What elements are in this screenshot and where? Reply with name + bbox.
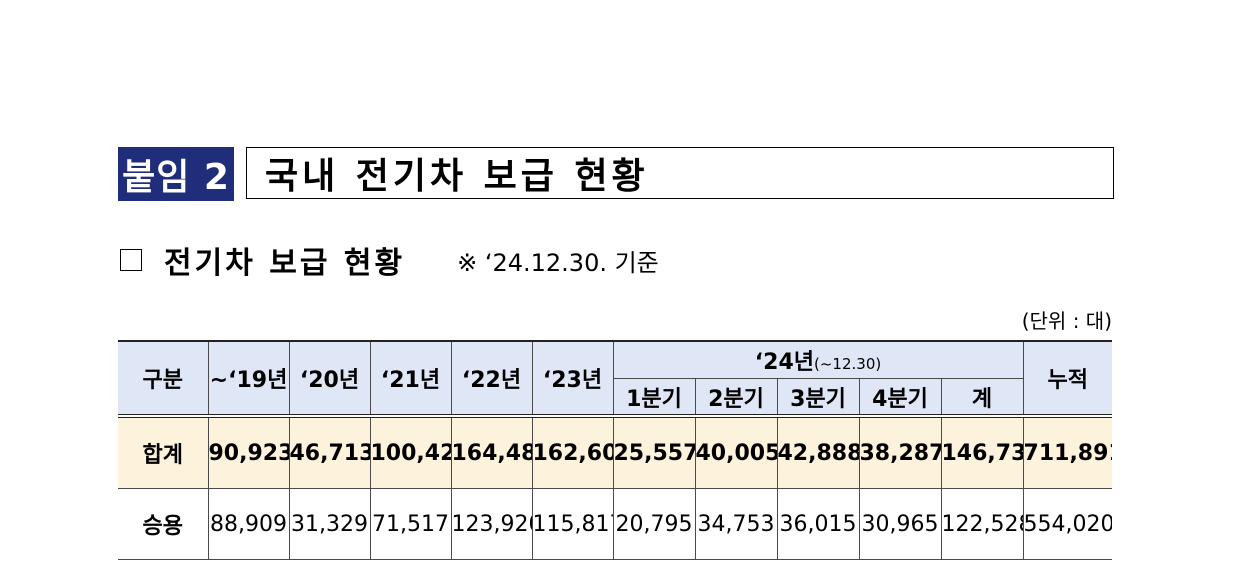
table-cell: 164,486 xyxy=(450,414,533,489)
header-subtotal: 계 xyxy=(940,378,1024,417)
table-cell: 123,920 xyxy=(450,488,533,560)
header-q4: 4분기 xyxy=(858,378,942,417)
attachment-badge: 붙임 2 xyxy=(118,147,234,201)
header-q3: 3분기 xyxy=(776,378,860,417)
header-row: 붙임 2 국내 전기차 보급 현황 xyxy=(118,147,1116,201)
header-y19: ~‘19년 xyxy=(207,340,290,417)
table-cell: 30,965 xyxy=(858,488,942,560)
table-header: 구분 ~‘19년 ‘20년 ‘21년 ‘22년 ‘23년 ‘24년(~12.30… xyxy=(118,340,1113,417)
table-cell: 46,713 xyxy=(288,414,371,489)
table-cell: 25,557 xyxy=(612,414,696,489)
header-y20: ‘20년 xyxy=(288,340,371,417)
table-cell: 34,753 xyxy=(694,488,778,560)
table-cell: 115,817 xyxy=(531,488,614,560)
section-note: ※ ‘24.12.30. 기준 xyxy=(457,248,659,277)
ev-supply-table: 구분 ~‘19년 ‘20년 ‘21년 ‘22년 ‘23년 ‘24년(~12.30… xyxy=(118,340,1113,560)
header-q1: 1분기 xyxy=(612,378,696,417)
table-cell: 88,909 xyxy=(207,488,290,560)
table-cell: 20,795 xyxy=(612,488,696,560)
header-y23: ‘23년 xyxy=(531,340,614,417)
table-cell: 100,427 xyxy=(369,414,452,489)
section-heading: 전기차 보급 현황 ※ ‘24.12.30. 기준 xyxy=(120,238,659,282)
table-cell: 42,888 xyxy=(776,414,860,489)
table-cell: 162,605 xyxy=(531,414,614,489)
header-y24: ‘24년(~12.30) xyxy=(612,340,1024,379)
header-y24-sub: (~12.30) xyxy=(814,355,882,373)
header-q2: 2분기 xyxy=(694,378,778,417)
table-cell: 554,020 xyxy=(1022,488,1113,560)
table-row-total: 합계 90,923 46,713 100,427 164,486 162,605… xyxy=(118,414,1113,489)
header-category: 구분 xyxy=(118,340,209,417)
row-label: 합계 xyxy=(118,414,209,489)
header-y21: ‘21년 xyxy=(369,340,452,417)
unit-label: (단위 : 대) xyxy=(1021,309,1112,333)
section-title: 전기차 보급 현황 xyxy=(164,246,406,281)
table-cell: 122,528 xyxy=(940,488,1024,560)
header-cumulative: 누적 xyxy=(1022,340,1113,417)
table-cell: 71,517 xyxy=(369,488,452,560)
table-cell: 90,923 xyxy=(207,414,290,489)
table-cell: 36,015 xyxy=(776,488,860,560)
table-row-passenger: 승용 88,909 31,329 71,517 123,920 115,817 … xyxy=(118,488,1113,560)
table-cell: 38,287 xyxy=(858,414,942,489)
checkbox-icon xyxy=(120,249,142,271)
table-cell: 711,891 xyxy=(1022,414,1113,489)
table-cell: 146,737 xyxy=(940,414,1024,489)
header-y22: ‘22년 xyxy=(450,340,533,417)
table-cell: 31,329 xyxy=(288,488,371,560)
row-label: 승용 xyxy=(118,488,209,560)
page-title: 국내 전기차 보급 현황 xyxy=(246,147,1114,199)
table-cell: 40,005 xyxy=(694,414,778,489)
header-y24-main: ‘24년 xyxy=(754,350,814,375)
